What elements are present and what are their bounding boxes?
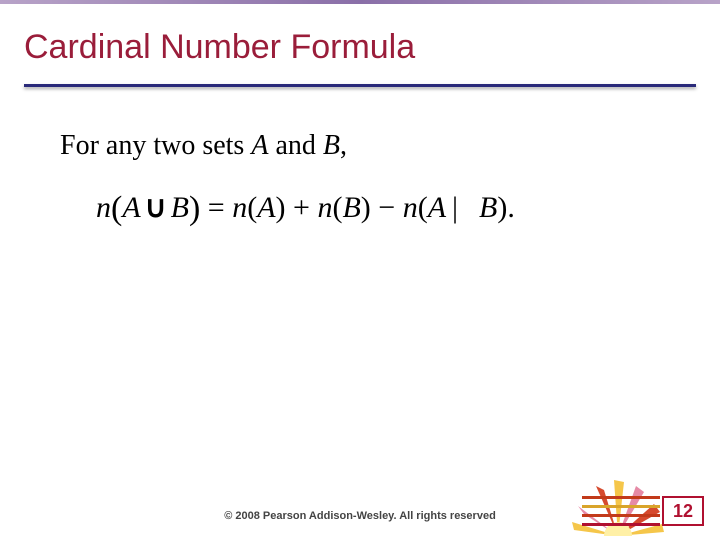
lparen: (: [332, 191, 342, 224]
intro-prefix: For any two sets: [60, 130, 251, 161]
fn-n: n: [403, 191, 418, 224]
rparen: ): [189, 190, 200, 227]
stripe: [582, 514, 660, 517]
corner-block: 12: [584, 482, 704, 526]
intro-mid: and: [268, 130, 322, 161]
var-a: A: [257, 191, 275, 224]
stripe: [582, 496, 660, 499]
lparen: (: [247, 191, 257, 224]
plus: +: [286, 191, 318, 224]
stripe: [582, 505, 660, 508]
intro-line: For any two sets A and B,: [60, 130, 347, 162]
rparen: ): [276, 191, 286, 224]
intro-suffix: ,: [340, 130, 347, 161]
set-b: B: [323, 130, 340, 161]
rparen: ): [361, 191, 371, 224]
lparen: (: [111, 190, 122, 227]
title-underline: [24, 84, 696, 87]
full-stop: .: [507, 191, 515, 224]
var-b: B: [342, 191, 360, 224]
var-b: B: [171, 191, 189, 224]
minus: −: [371, 191, 403, 224]
corner-stripes: [582, 496, 660, 526]
fn-n: n: [96, 191, 111, 224]
var-a: A: [122, 191, 140, 224]
rparen: ): [497, 191, 507, 224]
equals: =: [200, 191, 232, 224]
fn-n: n: [317, 191, 332, 224]
lparen: (: [418, 191, 428, 224]
stripe: [582, 523, 660, 526]
page-number: 12: [673, 501, 693, 522]
gap-op: |: [446, 191, 464, 224]
set-a: A: [251, 130, 268, 161]
cardinal-formula: n(A∪B) = n(A) + n(B) − n(A| B).: [96, 190, 515, 228]
page-title: Cardinal Number Formula: [24, 28, 415, 67]
page-number-badge: 12: [662, 496, 704, 526]
var-a: A: [428, 191, 446, 224]
top-edge-accent: [0, 0, 720, 4]
var-b: B: [479, 191, 497, 224]
union-op: ∪: [141, 191, 171, 224]
fn-n: n: [232, 191, 247, 224]
